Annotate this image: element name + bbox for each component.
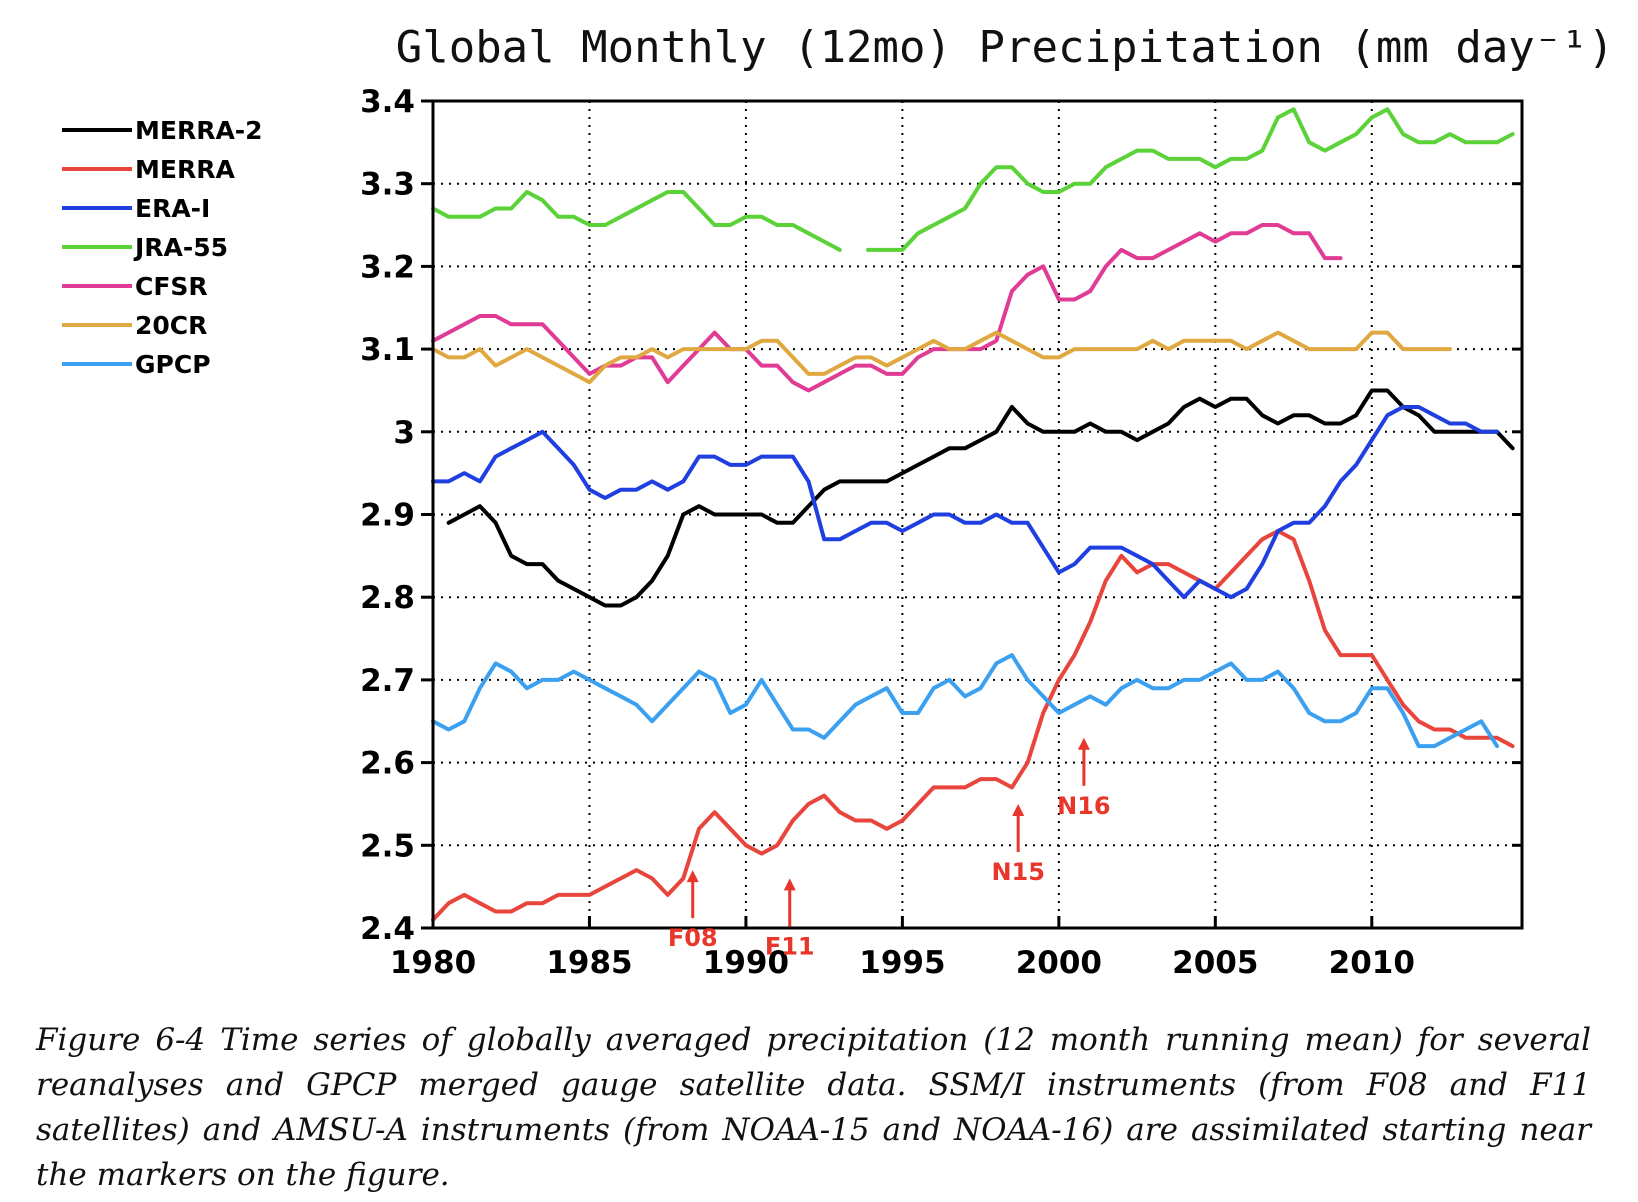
series-era-i — [431, 405, 1499, 600]
series-20cr — [431, 330, 1452, 385]
x-tick-label: 1985 — [546, 945, 632, 981]
y-tick-label: 2.6 — [360, 746, 415, 782]
series-line — [431, 529, 1515, 922]
marker-label: F08 — [668, 924, 718, 952]
y-tick-label: 2.4 — [360, 911, 415, 947]
series-line — [431, 330, 1452, 385]
legend-item: JRA-55 — [62, 233, 228, 262]
marker-arrow-head — [686, 870, 699, 883]
x-tick-label: 1980 — [390, 945, 476, 981]
marker-arrow-head — [1077, 737, 1090, 750]
figure-caption: Figure 6-4 Time series of globally avera… — [36, 1022, 1591, 1193]
y-tick-label: 2.7 — [360, 663, 415, 699]
x-tick-label: 2005 — [1172, 945, 1258, 981]
series-line — [431, 653, 1499, 749]
series-merra — [431, 529, 1515, 922]
marker-f08: F08 — [668, 870, 718, 952]
satellite-markers: F08 F11 N15 N16 — [668, 737, 1111, 960]
series-merra-2 — [446, 388, 1515, 608]
series-lines — [431, 107, 1515, 922]
marker-label: N15 — [991, 858, 1044, 886]
marker-label: F11 — [765, 932, 815, 960]
axis-ticks: 1980 1985 1990 1995 2000 2005 2010 2.4 2.5 2.6 2.7… — [360, 84, 1522, 981]
x-tick-label: 1995 — [859, 945, 945, 981]
legend-label: 20CR — [135, 311, 207, 340]
legend-item: 20CR — [62, 311, 207, 340]
legend-label: GPCP — [135, 350, 211, 379]
marker-f11: F11 — [765, 878, 815, 960]
legend-label: JRA-55 — [133, 233, 228, 262]
series-line — [431, 223, 1343, 393]
legend-item: MERRA-2 — [62, 116, 263, 145]
y-tick-label: 3.2 — [360, 249, 415, 285]
x-tick-label: 2000 — [1016, 945, 1102, 981]
marker-arrow-head — [783, 878, 796, 891]
marker-arrow-head — [1012, 803, 1025, 816]
legend: MERRA-2 MERRA ERA-I JRA-55 CFSR 20CR GPCP — [62, 116, 263, 379]
series-gpcp — [431, 653, 1499, 749]
y-tick-label: 2.8 — [360, 580, 415, 616]
legend-label: MERRA — [135, 155, 235, 184]
series-line — [446, 388, 1515, 608]
y-tick-label: 2.5 — [360, 828, 415, 864]
y-tick-label: 3.1 — [360, 332, 415, 368]
marker-n16: N16 — [1057, 737, 1111, 820]
x-tick-label: 1990 — [703, 945, 789, 981]
legend-label: CFSR — [135, 272, 208, 301]
legend-item: GPCP — [62, 350, 211, 379]
series-line — [431, 405, 1499, 600]
y-tick-label: 3.4 — [360, 84, 415, 120]
legend-item: ERA-I — [62, 194, 210, 223]
series-cfsr — [431, 223, 1343, 393]
y-tick-label: 3 — [393, 415, 415, 451]
y-tick-label: 3.3 — [360, 167, 415, 203]
marker-n15: N15 — [991, 803, 1045, 886]
x-tick-label: 2010 — [1329, 945, 1415, 981]
legend-label: ERA-I — [135, 194, 210, 223]
chart-title: Global Monthly (12mo) Precipitation (mm … — [396, 22, 1615, 73]
legend-item: CFSR — [62, 272, 208, 301]
grid-lines — [433, 100, 1522, 929]
y-tick-label: 2.9 — [360, 498, 415, 534]
series-jra-55 — [431, 107, 1515, 252]
legend-label: MERRA-2 — [135, 116, 263, 145]
marker-label: N16 — [1057, 792, 1110, 820]
legend-item: MERRA — [62, 155, 235, 184]
series-line — [431, 107, 1515, 252]
